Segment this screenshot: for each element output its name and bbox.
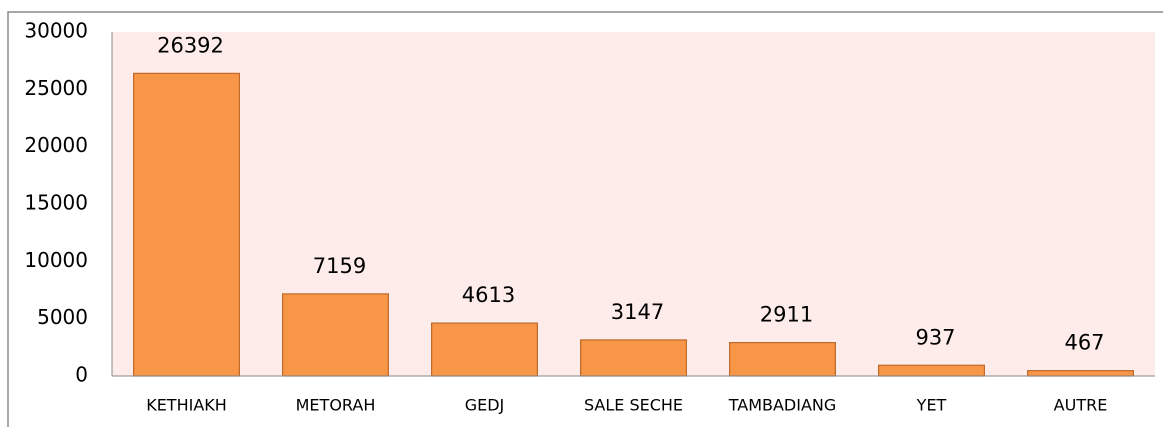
x-tick-label: SALE SECHE bbox=[584, 396, 683, 415]
data-label: 937 bbox=[915, 325, 955, 349]
data-label: 4613 bbox=[462, 283, 515, 307]
bar bbox=[1027, 370, 1134, 377]
data-label: 7159 bbox=[313, 254, 366, 278]
data-label: 2911 bbox=[760, 303, 813, 327]
y-tick-label: 15000 bbox=[24, 191, 88, 215]
plot-area bbox=[112, 32, 1155, 376]
data-label: 3147 bbox=[611, 300, 664, 324]
x-tick-label: TAMBADIANG bbox=[728, 396, 837, 415]
bar bbox=[580, 339, 687, 377]
x-tick-label: METORAH bbox=[296, 396, 376, 415]
bar bbox=[431, 322, 538, 377]
y-tick-label: 10000 bbox=[24, 248, 88, 272]
bar bbox=[282, 293, 389, 377]
y-tick-label: 30000 bbox=[24, 19, 88, 43]
x-tick-label: GEDJ bbox=[465, 396, 505, 415]
y-tick-label: 25000 bbox=[24, 76, 88, 100]
y-tick-label: 0 bbox=[75, 363, 88, 387]
bar bbox=[878, 364, 985, 377]
data-label: 467 bbox=[1064, 331, 1104, 355]
bar bbox=[133, 72, 240, 377]
data-label: 26392 bbox=[157, 33, 224, 57]
x-tick-label: YET bbox=[916, 396, 947, 415]
y-tick-label: 20000 bbox=[24, 133, 88, 157]
y-tick-label: 5000 bbox=[37, 305, 88, 329]
x-tick-label: AUTRE bbox=[1054, 396, 1108, 415]
bar bbox=[729, 342, 836, 377]
x-tick-label: KETHIAKH bbox=[146, 396, 227, 415]
